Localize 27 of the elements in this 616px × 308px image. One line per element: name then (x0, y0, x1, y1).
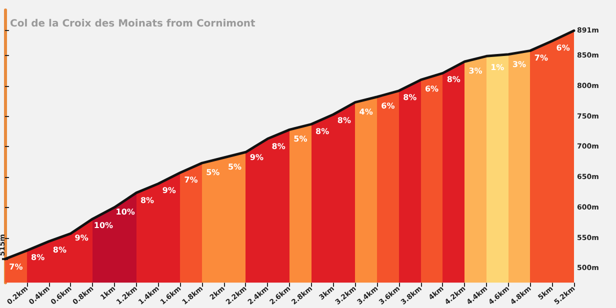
annotation: 4% (359, 107, 373, 116)
annotation: 5% (294, 134, 308, 144)
annotation: 7% (534, 53, 548, 62)
annotation: 3% (468, 66, 482, 76)
text: Col de la Croix des Moinats from Cornimont (10, 18, 256, 30)
annotation: 9% (74, 234, 88, 243)
annotation: 8% (446, 75, 460, 84)
annotation: 7% (9, 262, 23, 272)
annotation: 5% (228, 162, 242, 172)
annotation: 9% (250, 152, 264, 162)
annotation: 8% (31, 253, 45, 262)
annotation: 6% (381, 101, 395, 110)
annotation: 9% (162, 186, 176, 195)
annotation: 8% (140, 196, 154, 206)
annotation: 5% (206, 168, 220, 178)
annotation: 7% (184, 175, 198, 184)
annotation: 10% (116, 208, 135, 217)
annotation: 1% (490, 63, 504, 72)
annotation: 10% (94, 220, 114, 230)
annotation: 3% (512, 60, 526, 70)
annotation: 6% (424, 84, 439, 94)
annotation: 8% (316, 126, 330, 136)
annotation: 8% (403, 92, 417, 102)
annotation: 8% (337, 116, 352, 125)
annotation: 8% (272, 142, 286, 152)
annotation: 6% (556, 44, 570, 53)
annotation: 8% (52, 245, 67, 254)
